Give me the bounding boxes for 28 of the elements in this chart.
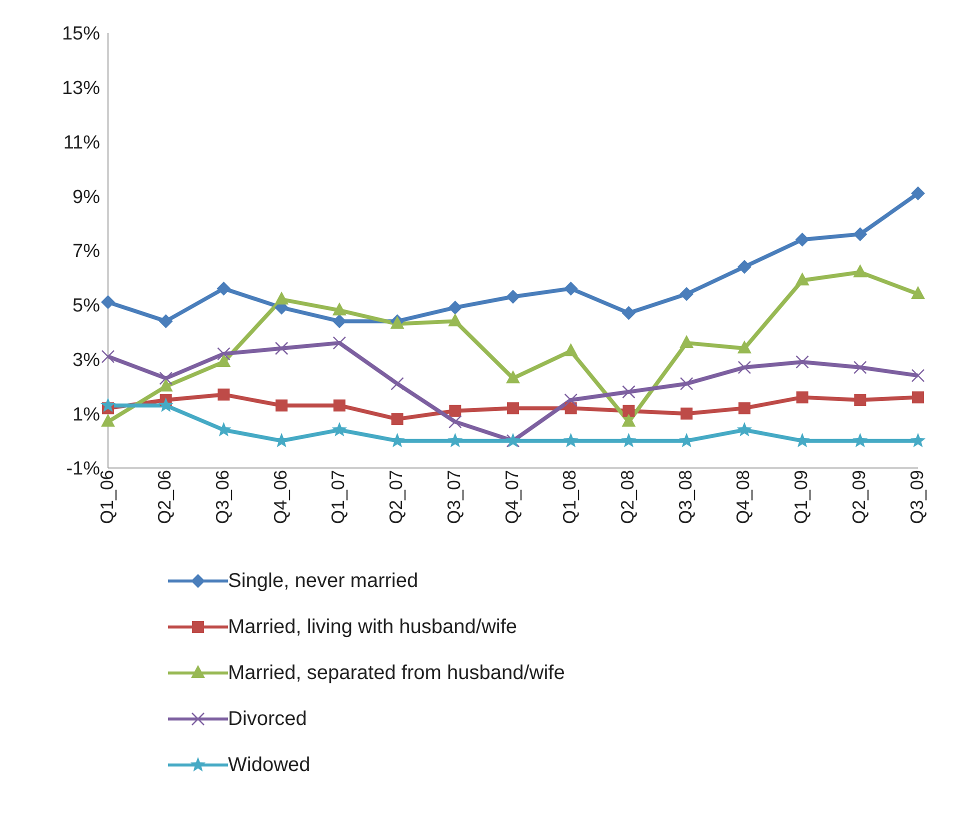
x-tick-label: Q3_06	[212, 470, 232, 524]
y-tick-label: 13%	[62, 78, 100, 100]
x-tick-label: Q2_07	[386, 470, 406, 524]
x-tick-label: Q2_06	[154, 470, 175, 524]
x-tick-label: Q4_06	[270, 470, 290, 524]
y-tick-label: 7%	[72, 241, 100, 262]
x-tick-label: Q3_08	[675, 470, 696, 524]
legend-label: Single, never married	[228, 570, 418, 592]
legend-label: Divorced	[228, 708, 307, 730]
x-tick-label: Q2_09	[848, 470, 869, 524]
y-tick-label: 9%	[72, 186, 100, 208]
y-tick-label: 15%	[62, 24, 100, 45]
y-tick-label: -1%	[66, 458, 100, 480]
x-tick-label: Q2_08	[617, 470, 638, 524]
x-tick-label: Q1_07	[328, 470, 348, 524]
y-tick-label: 1%	[72, 404, 100, 426]
x-tick-label: Q4_07	[502, 470, 522, 524]
y-tick-label: 11%	[63, 132, 100, 154]
y-tick-label: 3%	[72, 350, 100, 371]
legend-label: Widowed	[228, 754, 310, 776]
y-tick-label: 5%	[72, 296, 100, 317]
x-tick-label: Q1_09	[791, 470, 812, 524]
x-tick-label: Q3_09	[906, 470, 927, 524]
x-tick-label: Q4_08	[733, 470, 754, 524]
x-tick-label: Q1_08	[560, 470, 580, 524]
legend-label: Married, separated from husband/wife	[228, 662, 565, 684]
x-tick-label: Q3_07	[444, 470, 464, 524]
legend-label: Married, living with husband/wife	[228, 616, 518, 638]
